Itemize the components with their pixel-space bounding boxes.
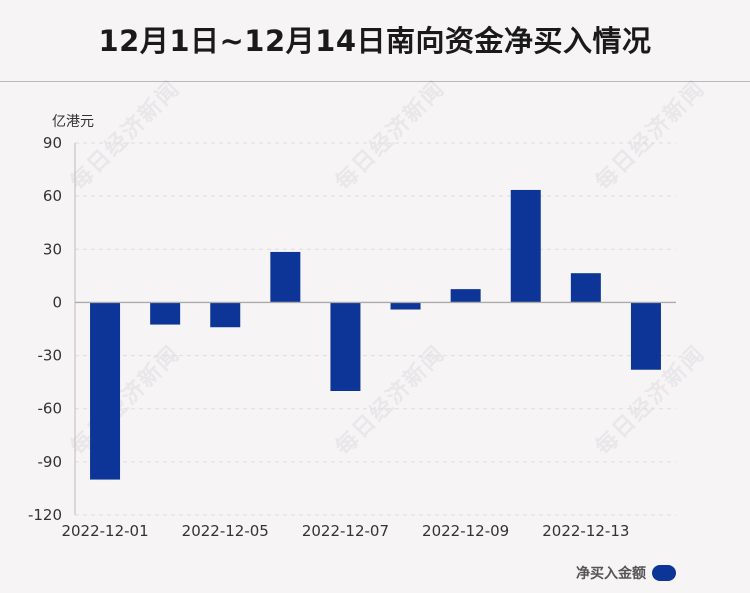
bar (210, 302, 241, 328)
bar (510, 189, 541, 303)
y-tick-label: 0 (52, 293, 62, 311)
legend-label: 净买入金额 (576, 566, 646, 582)
y-tick-label: -30 (38, 347, 63, 365)
bar (270, 251, 301, 303)
chart-title: 12月1日~12月14日南向资金净买入情况 (98, 24, 652, 58)
y-tick-label: 90 (43, 134, 62, 152)
x-tick-label: 2022-12-07 (302, 522, 389, 540)
y-tick-label: -90 (38, 453, 63, 471)
bar (630, 302, 661, 370)
y-tick-label: 30 (43, 240, 62, 258)
y-tick-label: 60 (43, 187, 62, 205)
bar (90, 302, 121, 480)
bar (150, 302, 181, 325)
y-tick-label: -120 (28, 506, 62, 524)
bar (450, 289, 481, 303)
y-axis-unit: 亿港元 (52, 114, 94, 130)
x-tick-label: 2022-12-01 (61, 522, 148, 540)
bar (390, 302, 421, 310)
legend-swatch (652, 565, 676, 581)
legend: 净买入金额 (576, 563, 676, 583)
title-divider (0, 81, 750, 82)
x-tick-label: 2022-12-13 (542, 522, 629, 540)
x-tick-label: 2022-12-05 (182, 522, 269, 540)
bar (570, 273, 601, 303)
bar (330, 302, 361, 391)
y-tick-label: -60 (38, 400, 63, 418)
x-tick-label: 2022-12-09 (422, 522, 509, 540)
